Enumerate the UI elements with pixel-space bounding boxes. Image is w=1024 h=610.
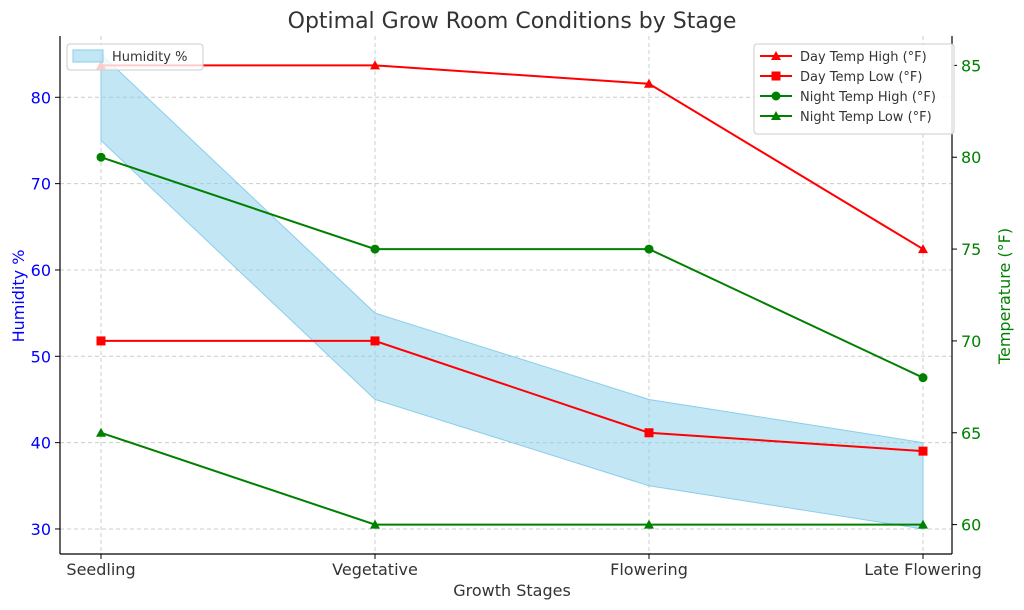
x-tick-label: Seedling (66, 560, 135, 579)
series-1-point-0 (96, 336, 106, 346)
series-2-point-2 (644, 244, 654, 254)
x-tick-label: Late Flowering (864, 560, 982, 579)
legend-marker-2 (771, 91, 781, 101)
legend-humidity-swatch (72, 49, 104, 63)
series-line-1 (101, 339, 924, 453)
axes-layer: 30 40 50 60 70 80 60 65 70 75 80 85 Seedling Vegetati… (31, 36, 982, 579)
y-left-tick-label: 40 (31, 434, 51, 453)
legend-night-low-label: Night Temp Low (°F) (800, 110, 932, 125)
series-3-point-0 (96, 427, 106, 437)
y-right-tick-label: 70 (961, 332, 981, 351)
series-2-point-0 (96, 152, 106, 162)
legend-right-items (760, 51, 792, 120)
y-axis-left-label: Humidity % (9, 250, 28, 343)
series-line-0 (101, 64, 924, 250)
series-line-2 (100, 156, 924, 379)
y-right-tick-label: 65 (961, 424, 981, 443)
y-left-tick-label: 80 (31, 88, 51, 107)
series-layer (96, 60, 928, 529)
legend-marker-0 (771, 51, 781, 60)
legend-night-high-label: Night Temp High (°F) (800, 90, 936, 105)
series-0-point-1 (370, 60, 380, 70)
legend-marker-1 (771, 71, 781, 81)
legend-marker-3 (771, 111, 781, 120)
x-tick-label: Flowering (610, 560, 688, 579)
series-line-3 (100, 431, 923, 526)
humidity-band-area (100, 52, 924, 530)
legend-humidity-label: Humidity % (112, 50, 187, 65)
chart-title: Optimal Grow Room Conditions by Stage (288, 9, 737, 34)
y-left-tick-label: 60 (31, 261, 51, 280)
x-tick-label: Vegetative (332, 560, 418, 579)
x-axis-label: Growth Stages (453, 581, 571, 600)
series-3-point-2 (644, 519, 654, 529)
y-left-tick-label: 30 (31, 520, 51, 539)
y-right-tick-label: 60 (961, 516, 981, 535)
series-0-point-2 (644, 78, 654, 88)
series-3-point-1 (370, 519, 380, 529)
series-2-point-3 (918, 373, 928, 383)
legend-right: Day Temp High (°F) Day Temp Low (°F) Nig… (753, 43, 955, 135)
series-1-point-1 (370, 336, 380, 346)
series-1-point-3 (918, 446, 928, 456)
legend-day-low-label: Day Temp Low (°F) (800, 70, 922, 85)
y-right-tick-label: 80 (961, 148, 981, 167)
humidity-band-layer (100, 52, 924, 530)
y-right-tick-label: 85 (961, 56, 981, 75)
series-1-point-2 (644, 428, 654, 438)
legend-left: Humidity % (66, 43, 204, 71)
y-left-tick-label: 50 (31, 347, 51, 366)
series-3-point-3 (918, 519, 928, 529)
y-left-tick-label: 70 (31, 175, 51, 194)
y-right-tick-label: 75 (961, 240, 981, 259)
series-0-point-3 (918, 244, 928, 254)
y-axis-right-label: Temperature (°F) (995, 228, 1014, 365)
legend-day-high-label: Day Temp High (°F) (800, 50, 927, 65)
series-2-point-1 (370, 244, 380, 254)
